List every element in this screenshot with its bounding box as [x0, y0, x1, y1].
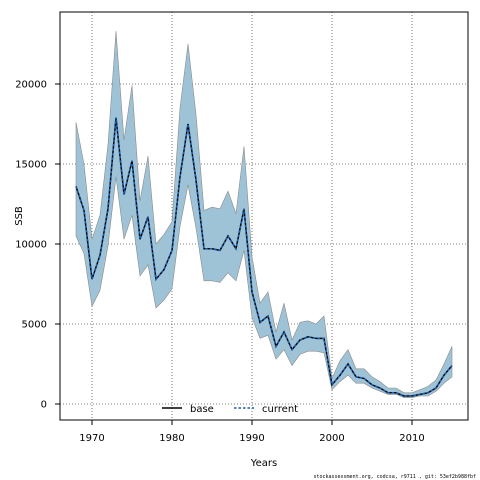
legend-label-base: base [190, 404, 214, 415]
y-tick-label: 20000 [15, 80, 47, 91]
y-tick-label: 10000 [15, 240, 47, 251]
x-axis: 1970 1980 1990 2000 2010 [79, 420, 425, 444]
x-tick-label: 1990 [239, 433, 264, 444]
y-tick-label: 15000 [15, 160, 47, 171]
legend-label-current: current [262, 404, 298, 415]
y-axis-title: SSB [14, 206, 25, 226]
y-tick-label: 5000 [22, 320, 47, 331]
x-tick-label: 1980 [159, 433, 184, 444]
confidence-band [75, 31, 453, 398]
y-axis: 0 5000 10000 15000 20000 [15, 80, 60, 411]
footnote: stockassessment.org, codcsa, r9711 , git… [313, 474, 476, 480]
x-tick-label: 2000 [319, 433, 344, 444]
y-tick-label: 0 [41, 400, 47, 411]
series-line-current [75, 117, 453, 397]
grid-lines [60, 12, 468, 420]
legend: base current [162, 404, 298, 415]
plot-frame [59, 11, 469, 421]
x-tick-label: 1970 [79, 433, 104, 444]
x-axis-title: Years [250, 458, 277, 469]
x-tick-label: 2010 [399, 433, 424, 444]
